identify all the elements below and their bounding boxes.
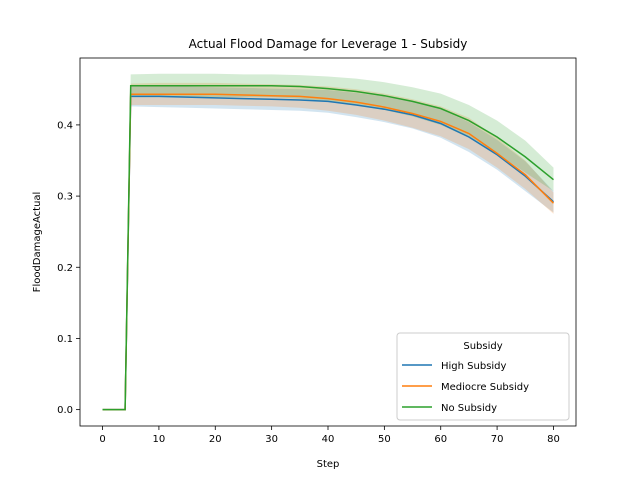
y-axis-ticks: 0.0 0.1 0.2 0.3 0.4 [57,120,80,416]
x-tick-label: 10 [153,434,166,445]
x-tick-label: 20 [209,434,222,445]
y-tick-label: 0.0 [57,405,73,416]
x-tick-label: 60 [434,434,447,445]
legend-title: Subsidy [463,341,502,352]
x-tick-label: 40 [322,434,335,445]
x-axis-label: Step [317,459,340,470]
y-tick-label: 0.3 [57,192,73,203]
legend: Subsidy High Subsidy Mediocre Subsidy No… [396,332,570,421]
y-tick-label: 0.4 [57,120,73,131]
legend-box [396,332,570,421]
x-axis-ticks: 0 10 20 30 40 50 60 70 80 [99,426,560,445]
legend-label-mediocre-subsidy: Mediocre Subsidy [441,382,529,393]
y-axis-label: FloodDamageActual [32,192,43,293]
x-tick-label: 70 [491,434,504,445]
x-tick-label: 80 [547,434,560,445]
legend-label-high-subsidy: High Subsidy [441,361,507,372]
y-tick-label: 0.1 [57,334,73,345]
x-tick-label: 30 [265,434,278,445]
x-tick-label: 0 [99,434,105,445]
chart-title: Actual Flood Damage for Leverage 1 - Sub… [189,37,468,51]
legend-label-no-subsidy: No Subsidy [441,403,497,414]
y-tick-label: 0.2 [57,263,73,274]
x-tick-label: 50 [378,434,391,445]
line-no-subsidy [102,85,554,411]
series-lines [102,85,555,411]
